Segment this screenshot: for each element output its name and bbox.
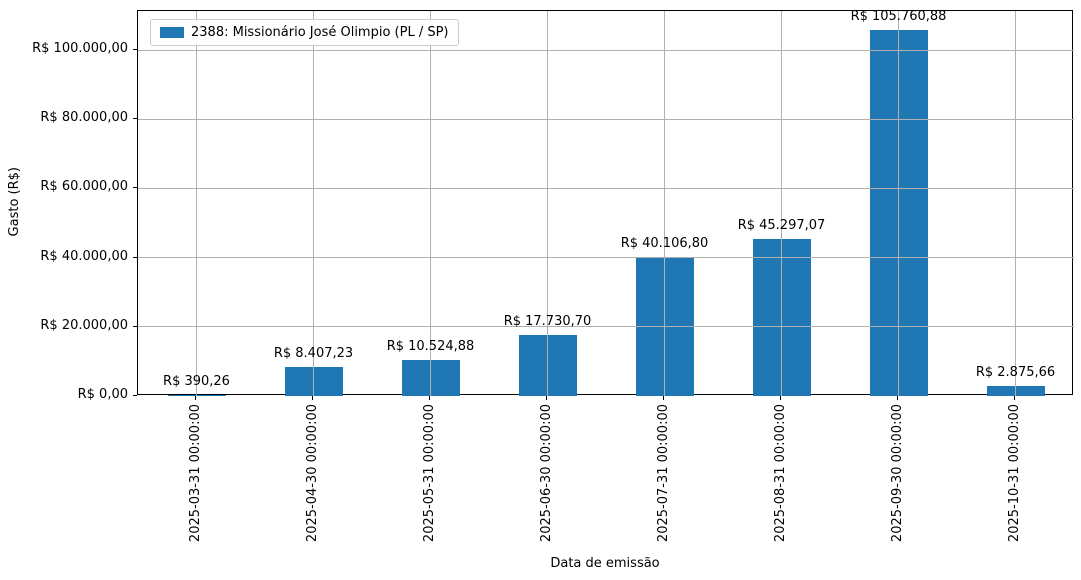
bar-value-label: R$ 2.875,66	[975, 365, 1056, 381]
x-tick-label: 2025-05-31 00:00:00	[421, 404, 437, 543]
x-axis-title: Data de emissão	[550, 556, 660, 571]
plot-area: R$ 390,26 R$ 8.407,23 R$ 10.524,88 R$ 17.73…	[137, 9, 1074, 396]
v-gridline	[196, 11, 197, 396]
x-tick-label: 2025-10-31 00:00:00	[1006, 404, 1022, 543]
y-tick-label: R$ 0,00	[77, 387, 128, 402]
v-gridline	[1015, 11, 1016, 396]
x-tick-mark	[663, 396, 664, 400]
bar-value-label: R$ 8.407,23	[273, 345, 354, 361]
y-tick-label: R$ 80.000,00	[40, 110, 128, 126]
x-tick-label: 2025-03-31 00:00:00	[187, 404, 203, 543]
x-tick-mark	[897, 396, 898, 400]
x-tick-label: 2025-04-30 00:00:00	[304, 404, 320, 543]
v-gridline	[547, 11, 548, 396]
legend-swatch-icon	[160, 27, 184, 38]
h-gridline	[138, 118, 1074, 120]
v-gridline	[430, 11, 431, 396]
y-tick-mark	[133, 256, 137, 258]
x-tick-mark	[1014, 396, 1015, 400]
h-gridline	[138, 326, 1074, 328]
x-tick-label: 2025-09-30 00:00:00	[889, 404, 905, 543]
y-tick-mark	[133, 325, 137, 327]
x-tick-mark	[780, 396, 781, 400]
v-gridline	[898, 11, 899, 396]
x-tick-mark	[546, 396, 547, 400]
h-gridline	[138, 187, 1074, 189]
bar-value-label: R$ 17.730,70	[503, 313, 592, 329]
v-gridline	[313, 11, 314, 396]
y-tick-mark	[133, 49, 137, 51]
y-tick-mark	[133, 118, 137, 120]
x-tick-mark	[312, 396, 313, 400]
y-tick-label: R$ 60.000,00	[40, 179, 128, 195]
y-tick-mark	[133, 187, 137, 189]
y-axis-title: Gasto (R$)	[7, 166, 22, 236]
x-tick-mark	[195, 396, 196, 400]
bar-value-label: R$ 10.524,88	[386, 338, 475, 354]
bar-value-label: R$ 45.297,07	[737, 218, 826, 234]
x-tick-label: 2025-07-31 00:00:00	[655, 404, 671, 543]
bar-value-label: R$ 105.760,88	[850, 9, 947, 25]
x-tick-mark	[429, 396, 430, 400]
v-gridline	[664, 11, 665, 396]
x-tick-label: 2025-06-30 00:00:00	[538, 404, 554, 543]
y-tick-label: R$ 40.000,00	[40, 248, 128, 264]
x-tick-label: 2025-08-31 00:00:00	[772, 404, 788, 543]
h-gridline	[138, 49, 1074, 51]
bar-value-label: R$ 40.106,80	[620, 236, 709, 252]
bar-value-label: R$ 390,26	[163, 373, 230, 389]
y-tick-mark	[133, 395, 137, 396]
legend-label: 2388: Missionário José Olimpio (PL / SP)	[191, 25, 449, 40]
y-tick-label: R$ 20.000,00	[40, 317, 128, 333]
h-gridline	[138, 257, 1074, 259]
v-gridline	[781, 11, 782, 396]
y-tick-label: R$ 100.000,00	[32, 41, 128, 57]
legend: 2388: Missionário José Olimpio (PL / SP)	[150, 19, 459, 46]
